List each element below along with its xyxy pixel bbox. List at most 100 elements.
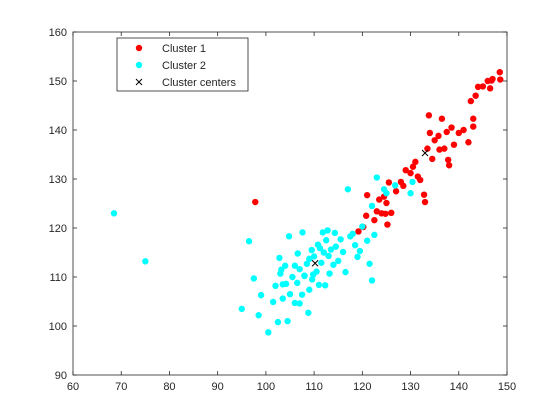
data-points [110, 68, 504, 336]
data-point-cluster-2 [349, 230, 356, 238]
data-point-cluster-2 [366, 260, 373, 267]
data-point-cluster-1 [407, 169, 414, 177]
y-tick-label: 160 [49, 27, 67, 39]
y-tick-label: 150 [49, 76, 67, 88]
data-point-cluster-1 [426, 129, 434, 137]
data-point-cluster-2 [368, 277, 376, 284]
data-point-cluster-1 [455, 129, 462, 137]
data-point-cluster-1 [429, 155, 436, 163]
data-point-cluster-2 [308, 276, 316, 283]
legend-label-cluster-2: Cluster 2 [162, 60, 206, 72]
data-point-cluster-2 [339, 248, 347, 256]
y-tick-label: 130 [49, 174, 67, 186]
data-point-cluster-2 [284, 317, 291, 325]
x-tick-label: 90 [212, 381, 224, 393]
data-point-cluster-2 [257, 291, 265, 299]
data-point-cluster-1 [402, 166, 409, 174]
data-point-cluster-2 [250, 275, 258, 282]
data-point-cluster-2 [331, 229, 339, 237]
data-point-cluster-2 [407, 190, 414, 197]
data-point-cluster-1 [465, 139, 472, 146]
data-point-cluster-1 [371, 216, 378, 224]
cluster-center-point [421, 149, 429, 157]
data-point-cluster-1 [362, 212, 370, 219]
data-point-cluster-2 [313, 268, 320, 275]
data-point-cluster-2 [296, 300, 303, 307]
legend-marker-cluster-2 [135, 61, 143, 69]
data-point-cluster-2 [371, 231, 378, 239]
data-point-cluster-2 [269, 298, 277, 306]
data-point-cluster-2 [276, 254, 283, 262]
x-tick-label: 120 [353, 381, 371, 393]
data-point-cluster-1 [392, 188, 400, 195]
data-point-cluster-2 [319, 229, 326, 236]
x-tick-label: 140 [450, 381, 468, 393]
data-point-cluster-2 [279, 295, 286, 302]
data-point-cluster-2 [265, 329, 272, 336]
data-point-cluster-2 [342, 268, 349, 276]
data-point-cluster-2 [255, 312, 262, 319]
data-point-cluster-1 [488, 77, 495, 84]
data-point-cluster-1 [470, 123, 477, 130]
data-point-cluster-2 [315, 281, 323, 289]
data-point-cluster-2 [325, 252, 332, 260]
data-point-cluster-2 [344, 186, 352, 193]
data-point-cluster-1 [400, 182, 407, 190]
data-point-cluster-1 [384, 221, 391, 228]
series-cluster-1 [252, 68, 504, 235]
legend-label-cluster-1: Cluster 1 [162, 43, 206, 55]
data-point-cluster-1 [435, 132, 442, 140]
data-point-cluster-2 [368, 202, 376, 210]
data-point-cluster-1 [441, 145, 448, 152]
data-point-cluster-2 [391, 182, 399, 189]
data-point-cluster-1 [421, 198, 429, 206]
data-point-cluster-2 [335, 257, 342, 265]
data-point-cluster-1 [496, 68, 503, 76]
data-point-cluster-2 [289, 273, 296, 281]
data-point-cluster-2 [278, 266, 285, 273]
data-point-cluster-1 [355, 228, 362, 235]
data-point-cluster-1 [474, 83, 482, 91]
data-point-cluster-1 [409, 163, 417, 170]
data-point-cluster-1 [388, 209, 395, 217]
data-point-cluster-1 [438, 115, 446, 122]
data-point-cluster-2 [301, 272, 308, 280]
x-tick-label: 60 [67, 381, 79, 393]
data-point-cluster-2 [281, 262, 289, 269]
data-point-cluster-2 [359, 223, 366, 230]
data-point-cluster-2 [330, 261, 337, 268]
data-point-cluster-2 [322, 282, 329, 289]
legend-marker-cluster-centers [135, 78, 143, 86]
x-tick-label: 70 [115, 381, 127, 393]
data-point-cluster-2 [110, 210, 118, 217]
x-tick-label: 110 [305, 381, 323, 393]
data-point-cluster-2 [274, 318, 282, 326]
data-point-cluster-2 [296, 265, 303, 273]
data-point-cluster-2 [316, 244, 324, 252]
data-point-cluster-1 [443, 128, 450, 136]
data-point-cluster-2 [337, 236, 344, 243]
data-point-cluster-1 [448, 124, 455, 131]
data-point-cluster-2 [327, 246, 335, 253]
data-point-cluster-2 [299, 229, 306, 236]
data-point-cluster-2 [409, 178, 416, 186]
data-point-cluster-2 [294, 250, 301, 257]
data-point-cluster-1 [376, 196, 383, 203]
data-point-cluster-1 [460, 126, 467, 134]
data-point-cluster-2 [305, 309, 312, 316]
data-point-cluster-2 [373, 174, 380, 181]
data-point-cluster-2 [308, 246, 315, 254]
data-point-cluster-1 [382, 210, 389, 217]
cluster-center-point [311, 259, 319, 267]
data-point-cluster-1 [486, 85, 494, 92]
data-point-cluster-1 [467, 97, 475, 105]
data-point-cluster-1 [373, 208, 380, 215]
series-cluster-centers [311, 149, 429, 267]
data-point-cluster-2 [310, 253, 318, 260]
data-point-cluster-1 [363, 191, 371, 199]
data-point-cluster-1 [450, 141, 458, 148]
axes-box [72, 31, 508, 376]
data-point-cluster-2 [286, 290, 294, 298]
data-point-cluster-2 [303, 260, 311, 267]
data-point-cluster-1 [420, 191, 428, 198]
